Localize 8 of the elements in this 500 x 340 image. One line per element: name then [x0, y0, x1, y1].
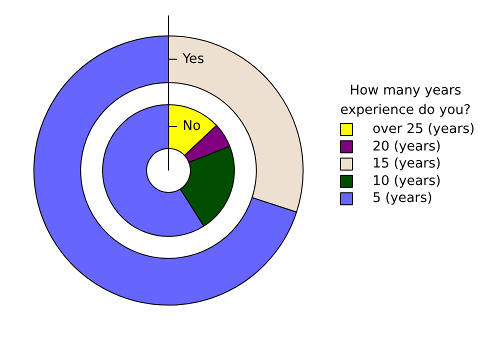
legend-label: 15 (years): [372, 156, 441, 172]
legend-title: How many years experience do you?: [340, 83, 471, 118]
legend-label: 5 (years): [372, 191, 432, 206]
legend-label: 10 (years): [372, 174, 441, 189]
legend-label: No: [182, 119, 201, 134]
legend-label: 20 (years): [372, 139, 441, 154]
legend-label: over 25 (years): [372, 122, 475, 137]
legend-label: Yes: [182, 52, 204, 67]
